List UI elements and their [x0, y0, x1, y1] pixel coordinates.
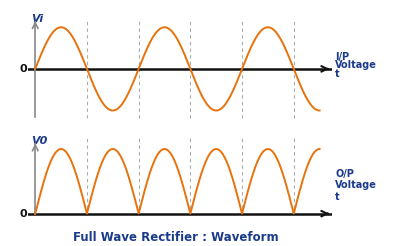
Text: t: t [335, 69, 340, 79]
Text: 0: 0 [19, 209, 27, 219]
Text: 0: 0 [19, 64, 27, 74]
Text: Vi: Vi [31, 14, 43, 24]
Text: I/P: I/P [335, 52, 349, 62]
Text: V0: V0 [31, 136, 48, 146]
Text: Voltage: Voltage [335, 180, 377, 190]
Text: Voltage: Voltage [335, 60, 377, 70]
Text: t: t [335, 192, 340, 202]
Text: O/P: O/P [335, 169, 354, 179]
Text: Full Wave Rectifier : Waveform: Full Wave Rectifier : Waveform [73, 231, 279, 244]
